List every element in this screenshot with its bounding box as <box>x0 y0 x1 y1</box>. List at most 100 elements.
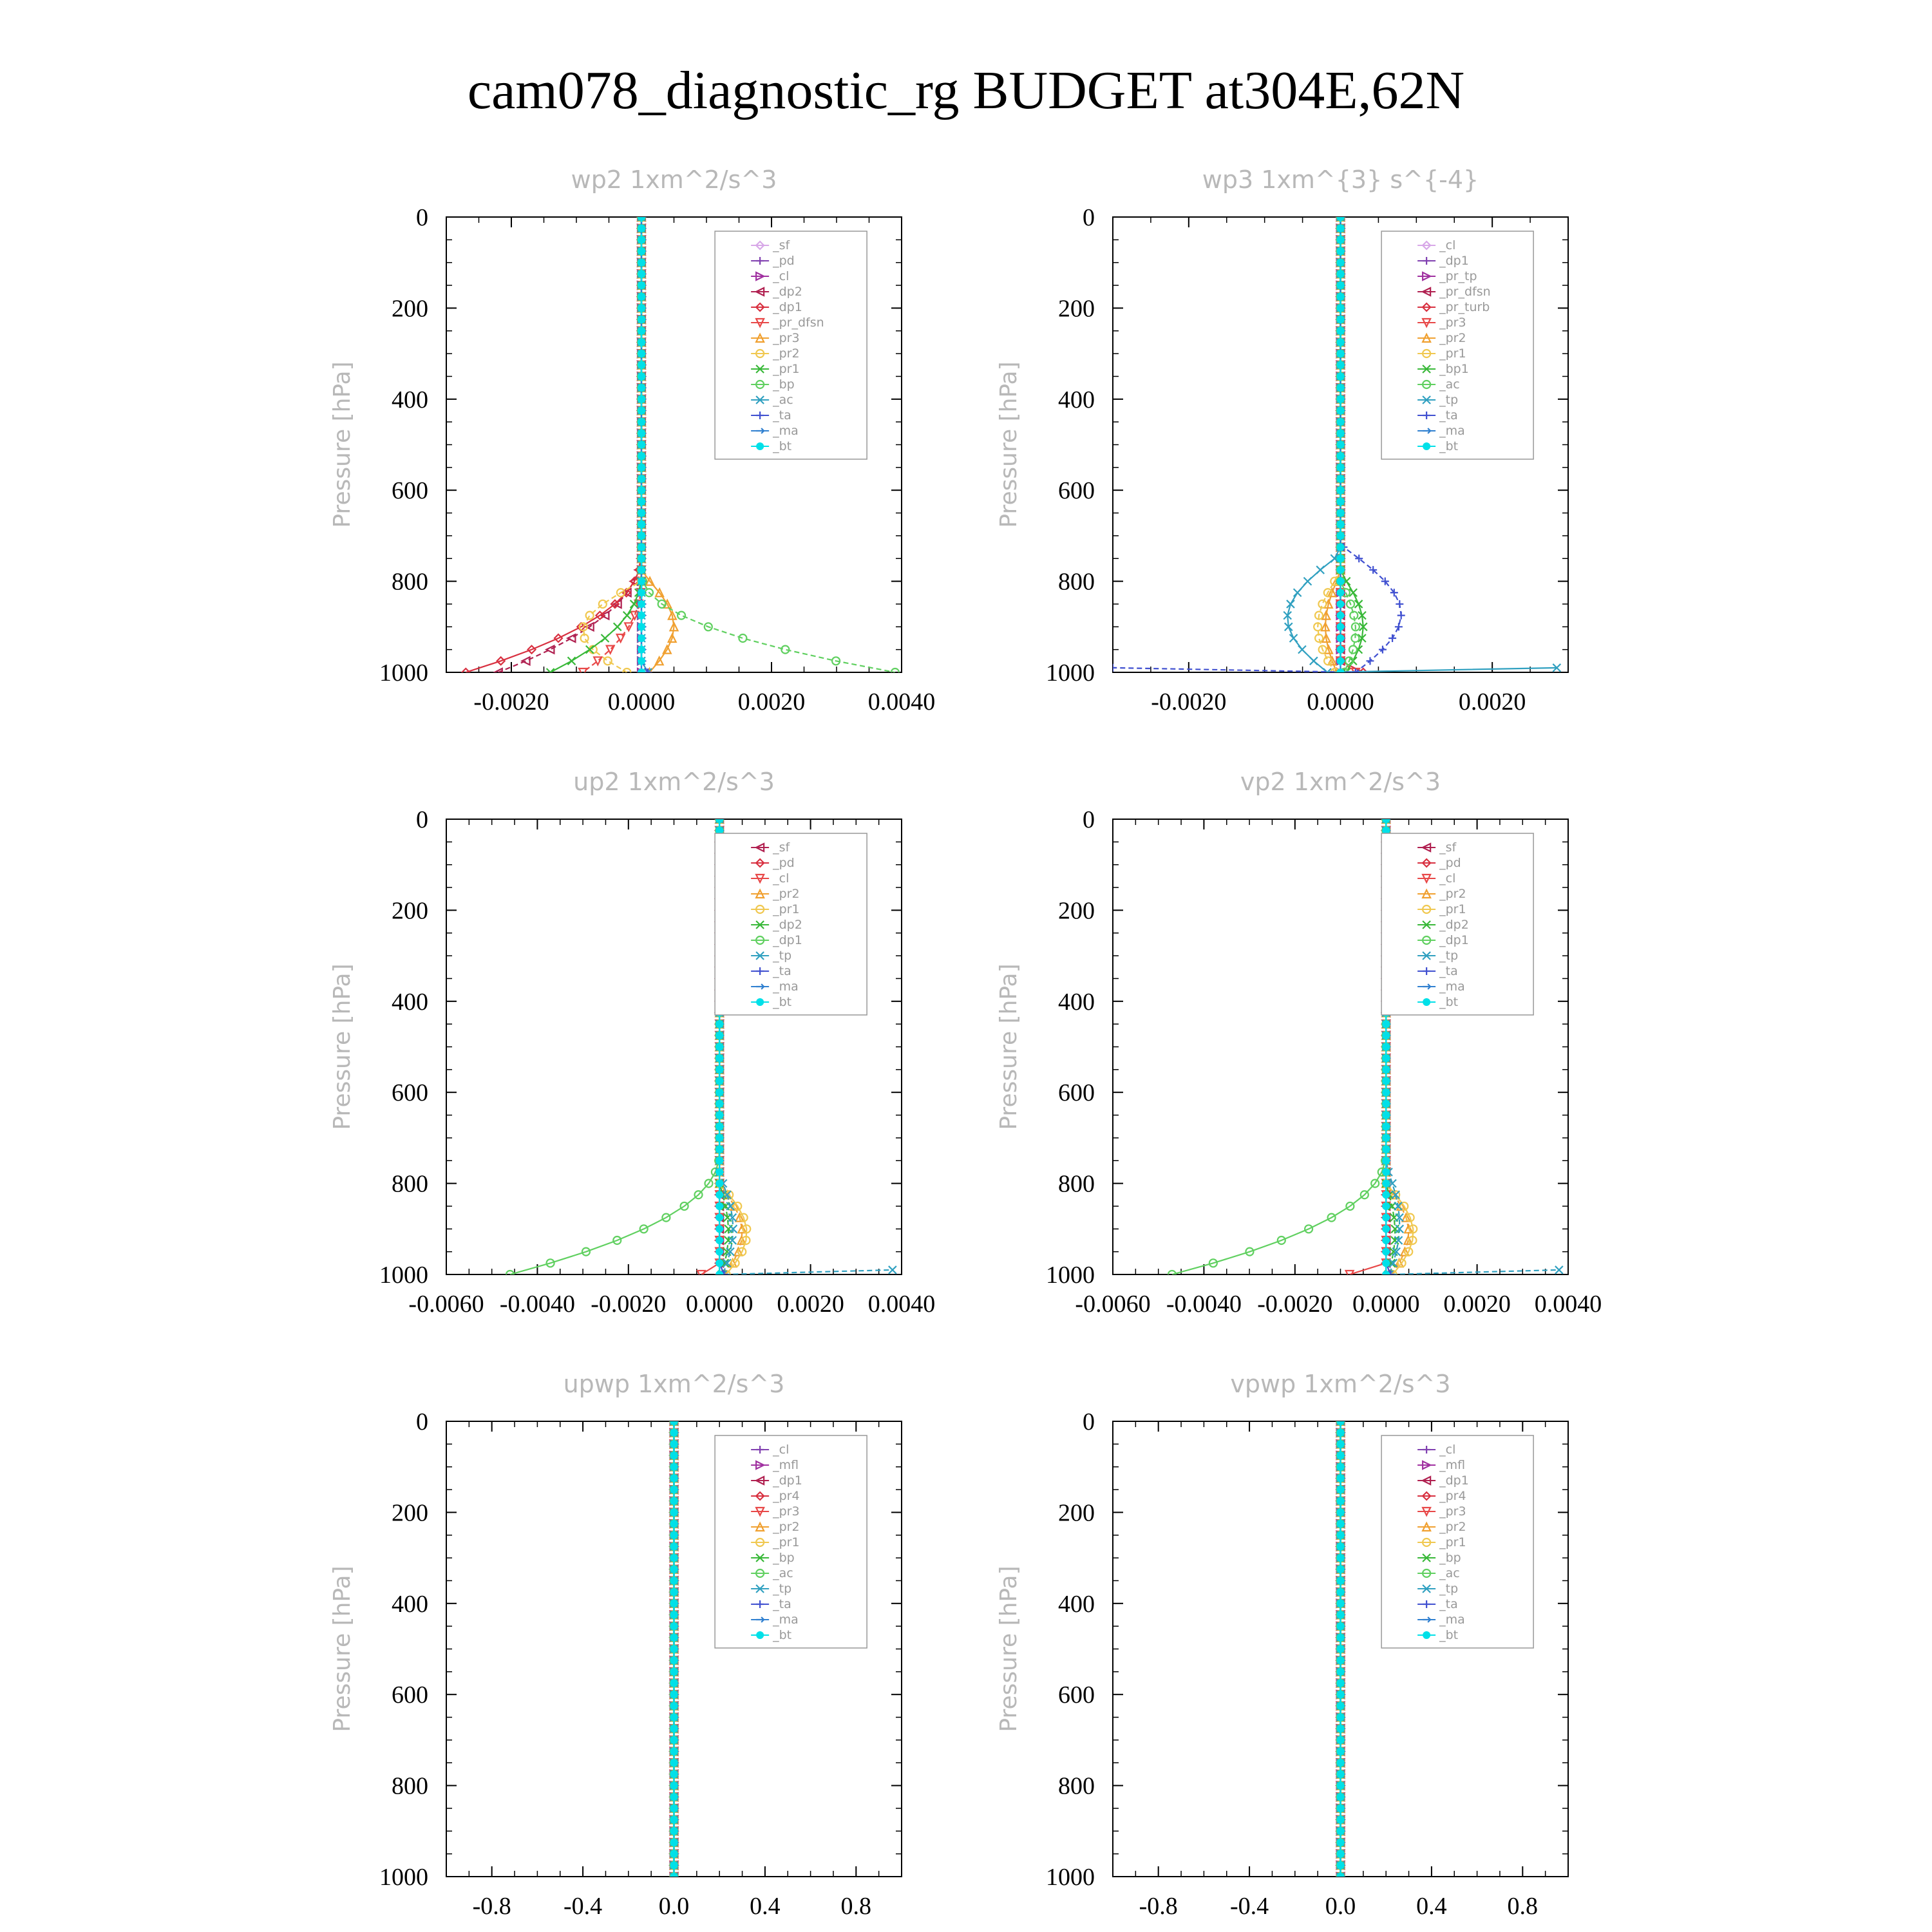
data-point <box>715 1020 724 1028</box>
legend: _sf_pd_cl_pr2_pr1 _dp2_dp1 _tp_ta _ma_bt <box>714 833 867 1016</box>
y-axis-label: Pressure [hPa] <box>329 1566 355 1732</box>
legend: _cl _dp1_pr_tp _pr_dfsn_pr_turb _pr3_pr2_pr… <box>1381 231 1534 460</box>
legend-entry: _dp2 <box>1417 918 1469 932</box>
legend-label: _pr1 <box>1439 1535 1466 1549</box>
data-point <box>1341 668 1351 672</box>
data-point <box>553 633 564 643</box>
legend-label: _pr1 <box>772 1535 799 1549</box>
data-point <box>1336 1815 1345 1824</box>
data-point <box>1320 621 1331 632</box>
legend-entry: _cl <box>751 1443 789 1457</box>
data-point <box>736 1235 747 1245</box>
data-point <box>676 611 687 620</box>
data-point <box>1314 633 1324 643</box>
legend-label: _tp <box>1439 393 1458 407</box>
data-point <box>1354 600 1363 609</box>
data-point <box>1336 497 1345 506</box>
data-point <box>638 224 645 232</box>
data-point <box>1327 655 1338 666</box>
data-point <box>715 1065 724 1074</box>
data-point <box>670 1679 678 1687</box>
x-tick-label: -0.0040 <box>1166 1291 1242 1318</box>
x-tick-label: -0.0020 <box>591 1291 666 1318</box>
legend-label: _dp1 <box>772 933 802 947</box>
x-tick-label: 0.0000 <box>1307 688 1374 715</box>
legend-entry: _pr2 <box>751 887 800 901</box>
x-tick-label: 0.0020 <box>1459 688 1526 715</box>
legend-label: _bp1 <box>1439 362 1469 376</box>
data-point <box>1382 1247 1390 1256</box>
data-point <box>670 1474 678 1482</box>
data-point <box>728 1213 737 1222</box>
plot-data <box>1335 1421 1346 1877</box>
legend-label: _dp1 <box>1439 1473 1469 1488</box>
data-point <box>1336 270 1345 278</box>
data-point <box>638 565 645 574</box>
data-point <box>1336 236 1345 244</box>
data-point <box>1336 406 1345 415</box>
data-point <box>890 667 900 672</box>
plot-0: wp2 1xm^2/s^3 Pressure [hPa] 0 200 400 600 800… <box>329 166 935 715</box>
data-point <box>638 645 645 654</box>
data-point <box>1382 1031 1390 1039</box>
data-point <box>724 1190 734 1200</box>
data-point <box>733 1201 743 1211</box>
x-tick-label: -0.0040 <box>500 1291 575 1318</box>
legend-label: _cl <box>1439 871 1455 886</box>
data-point <box>1336 1850 1345 1858</box>
data-point <box>1555 1265 1564 1274</box>
x-tick-label: 0.0000 <box>686 1291 753 1318</box>
legend-entry: _bt <box>1417 995 1458 1009</box>
data-point <box>1336 509 1345 517</box>
legend-label: _cl <box>772 1443 789 1457</box>
x-tick-label: -0.0020 <box>1151 688 1226 715</box>
plot-title: up2 1xm^2/s^3 <box>573 768 775 796</box>
data-point <box>661 1213 671 1222</box>
data-point <box>742 1224 752 1234</box>
data-point <box>581 1247 591 1256</box>
data-point <box>670 1611 678 1619</box>
data-point <box>638 304 645 312</box>
data-point <box>670 1815 678 1824</box>
data-point <box>1405 1213 1415 1222</box>
data-point <box>638 520 645 529</box>
legend-label: _ta <box>1439 1597 1458 1611</box>
legend-box <box>1381 1435 1534 1649</box>
data-point <box>578 667 588 672</box>
data-point <box>638 247 645 256</box>
data-point <box>1336 418 1345 426</box>
legend-label: _pr2 <box>1439 887 1466 901</box>
legend-entry: _tp <box>751 949 791 963</box>
data-point <box>622 611 632 620</box>
data-point <box>1336 361 1345 369</box>
legend-entry: _pr2 <box>1417 331 1466 345</box>
data-point <box>1336 1679 1345 1687</box>
y-tick-label: 200 <box>1058 897 1095 924</box>
data-point <box>670 1486 678 1494</box>
data-point <box>1323 588 1332 598</box>
y-axis-label: Pressure [hPa] <box>996 963 1022 1130</box>
legend-label: _pd <box>772 254 795 268</box>
legend-label: _bp <box>772 1551 795 1565</box>
series-line <box>465 217 643 672</box>
data-point <box>1336 1542 1345 1551</box>
data-point <box>724 1236 733 1245</box>
y-tick-label: 200 <box>1058 1499 1095 1526</box>
legend-box <box>714 833 867 1016</box>
data-point <box>1349 588 1358 598</box>
data-point <box>598 599 607 609</box>
legend-entry: _pr3 <box>751 331 800 345</box>
data-point <box>1392 1247 1401 1256</box>
legend-entry: _pr2 <box>751 1520 800 1534</box>
data-point <box>638 281 645 290</box>
data-point <box>638 270 645 278</box>
data-point <box>1382 1202 1390 1210</box>
x-tick-label: 0.0000 <box>1352 1291 1420 1318</box>
data-point <box>1289 634 1298 643</box>
data-point <box>1336 1701 1345 1710</box>
data-point <box>567 656 576 666</box>
data-point <box>1336 1599 1345 1607</box>
data-point <box>670 1850 678 1858</box>
data-point <box>638 406 645 415</box>
legend-label: _bt <box>772 995 791 1009</box>
